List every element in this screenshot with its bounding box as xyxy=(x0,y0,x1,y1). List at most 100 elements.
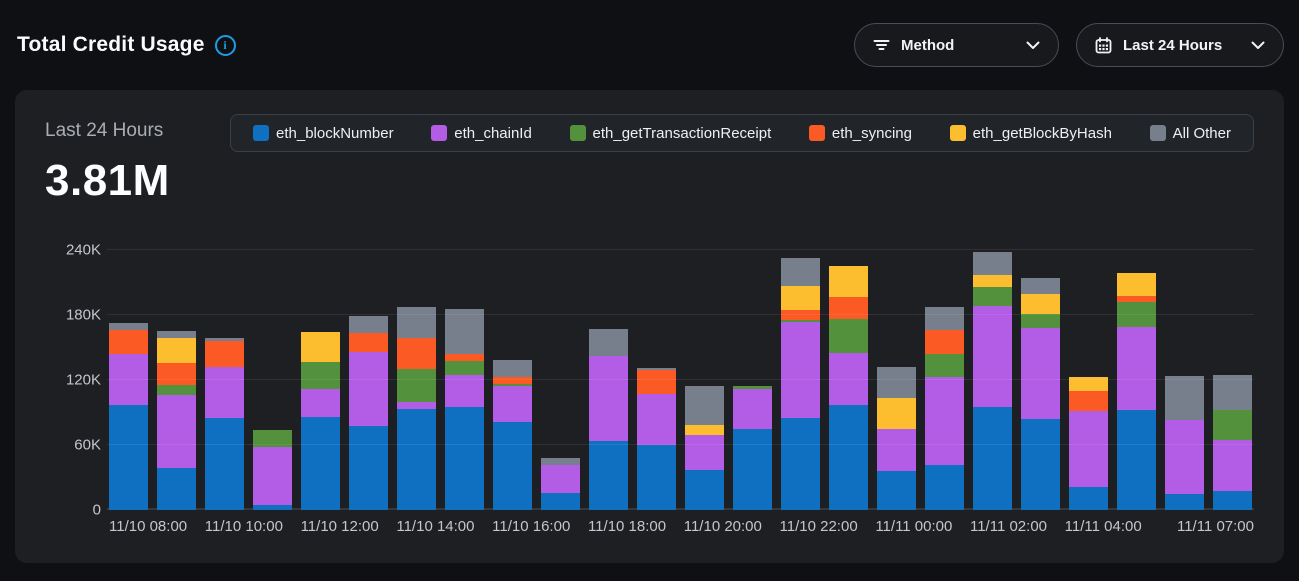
bar-segment-eth_getTransactionReceipt[interactable] xyxy=(301,361,340,389)
bar-segment-eth_syncing[interactable] xyxy=(397,337,436,370)
bar-segment-All Other[interactable] xyxy=(205,337,244,342)
bar-segment-eth_blockNumber[interactable] xyxy=(397,409,436,510)
bar-segment-eth_blockNumber[interactable] xyxy=(973,407,1012,510)
bar-column-11/10 11:00[interactable] xyxy=(253,429,292,510)
bar-segment-eth_getTransactionReceipt[interactable] xyxy=(157,385,196,396)
bar-segment-eth_chainId[interactable] xyxy=(109,354,148,405)
info-icon[interactable]: i xyxy=(214,34,236,56)
bar-segment-All Other[interactable] xyxy=(1021,278,1060,295)
bar-column-11/11 02:00[interactable] xyxy=(973,252,1012,510)
bar-segment-All Other[interactable] xyxy=(541,458,580,465)
bar-segment-eth_blockNumber[interactable] xyxy=(1165,493,1204,510)
bar-segment-eth_blockNumber[interactable] xyxy=(1117,410,1156,510)
bar-segment-eth_blockNumber[interactable] xyxy=(349,425,388,510)
bar-segment-eth_syncing[interactable] xyxy=(1117,295,1156,303)
bar-segment-eth_syncing[interactable] xyxy=(1069,390,1108,412)
bar-segment-All Other[interactable] xyxy=(589,329,628,357)
bar-segment-eth_blockNumber[interactable] xyxy=(205,417,244,510)
bar-segment-eth_chainId[interactable] xyxy=(973,306,1012,408)
bar-segment-eth_blockNumber[interactable] xyxy=(253,504,292,510)
bar-segment-eth_chainId[interactable] xyxy=(1213,439,1252,491)
bar-segment-eth_blockNumber[interactable] xyxy=(829,404,868,510)
bar-segment-eth_blockNumber[interactable] xyxy=(685,469,724,510)
bar-column-11/11 03:00[interactable] xyxy=(1021,278,1060,510)
bar-segment-eth_chainId[interactable] xyxy=(301,388,340,417)
bar-column-11/10 13:00[interactable] xyxy=(349,316,388,510)
bar-segment-eth_blockNumber[interactable] xyxy=(877,471,916,510)
bar-segment-eth_getBlockByHash[interactable] xyxy=(685,425,724,436)
bar-column-11/11 01:00[interactable] xyxy=(925,307,964,510)
bar-segment-eth_getTransactionReceipt[interactable] xyxy=(1117,302,1156,327)
bar-segment-eth_getTransactionReceipt[interactable] xyxy=(829,319,868,353)
bar-segment-All Other[interactable] xyxy=(1165,375,1204,421)
bar-column-11/10 10:00[interactable] xyxy=(205,337,244,510)
bar-segment-eth_blockNumber[interactable] xyxy=(637,445,676,510)
bar-segment-eth_syncing[interactable] xyxy=(637,370,676,395)
bar-segment-eth_blockNumber[interactable] xyxy=(493,422,532,510)
bar-segment-eth_syncing[interactable] xyxy=(109,330,148,355)
bar-column-11/10 23:00[interactable] xyxy=(829,266,868,510)
bar-segment-eth_getTransactionReceipt[interactable] xyxy=(253,429,292,448)
bar-segment-eth_getBlockByHash[interactable] xyxy=(973,274,1012,287)
bar-segment-eth_chainId[interactable] xyxy=(253,447,292,505)
bar-column-11/10 18:00[interactable] xyxy=(589,329,628,510)
bar-segment-eth_chainId[interactable] xyxy=(445,374,484,408)
bar-column-11/10 20:00[interactable] xyxy=(685,386,724,510)
method-dropdown[interactable]: Method xyxy=(854,23,1059,67)
bar-column-11/11 06:00[interactable] xyxy=(1165,375,1204,510)
bar-segment-eth_chainId[interactable] xyxy=(349,351,388,426)
bar-segment-All Other[interactable] xyxy=(877,367,916,399)
bar-segment-eth_syncing[interactable] xyxy=(349,333,388,352)
bar-segment-eth_getTransactionReceipt[interactable] xyxy=(733,386,772,389)
bar-segment-eth_getTransactionReceipt[interactable] xyxy=(1213,410,1252,440)
bar-segment-eth_syncing[interactable] xyxy=(205,341,244,368)
bar-column-11/10 15:00[interactable] xyxy=(445,308,484,510)
bar-segment-eth_chainId[interactable] xyxy=(493,386,532,423)
bar-segment-eth_blockNumber[interactable] xyxy=(1213,490,1252,510)
bar-column-11/11 04:00[interactable] xyxy=(1069,376,1108,510)
bar-segment-eth_chainId[interactable] xyxy=(205,367,244,418)
bar-segment-All Other[interactable] xyxy=(157,331,196,338)
bar-segment-eth_chainId[interactable] xyxy=(157,395,196,468)
bar-segment-eth_chainId[interactable] xyxy=(1165,420,1204,494)
bar-segment-All Other[interactable] xyxy=(397,307,436,338)
bar-segment-eth_getBlockByHash[interactable] xyxy=(877,398,916,429)
bar-segment-eth_getBlockByHash[interactable] xyxy=(1069,376,1108,391)
legend-item-All Other[interactable]: All Other xyxy=(1149,125,1231,142)
bar-column-11/10 17:00[interactable] xyxy=(541,458,580,510)
bar-segment-eth_chainId[interactable] xyxy=(781,321,820,418)
legend-item-eth_blockNumber[interactable]: eth_blockNumber xyxy=(253,125,394,142)
bar-segment-All Other[interactable] xyxy=(781,257,820,286)
bar-segment-All Other[interactable] xyxy=(973,252,1012,275)
bar-segment-eth_getTransactionReceipt[interactable] xyxy=(1021,313,1060,328)
legend-item-eth_getTransactionReceipt[interactable]: eth_getTransactionReceipt xyxy=(569,125,771,142)
bar-column-11/11 07:00[interactable] xyxy=(1213,374,1252,510)
bar-column-11/10 09:00[interactable] xyxy=(157,331,196,510)
bar-segment-eth_syncing[interactable] xyxy=(781,309,820,321)
bar-segment-eth_chainId[interactable] xyxy=(877,428,916,471)
bar-segment-eth_getTransactionReceipt[interactable] xyxy=(781,320,820,322)
bar-segment-eth_getBlockByHash[interactable] xyxy=(301,332,340,362)
bar-column-11/10 16:00[interactable] xyxy=(493,360,532,510)
bar-column-11/10 12:00[interactable] xyxy=(301,332,340,510)
bar-column-11/11 05:00[interactable] xyxy=(1117,272,1156,510)
bar-segment-eth_getTransactionReceipt[interactable] xyxy=(925,353,964,377)
bar-segment-eth_blockNumber[interactable] xyxy=(1021,419,1060,510)
bar-segment-eth_blockNumber[interactable] xyxy=(109,404,148,510)
bar-segment-eth_getTransactionReceipt[interactable] xyxy=(973,286,1012,307)
bar-segment-eth_blockNumber[interactable] xyxy=(157,467,196,510)
bar-segment-eth_chainId[interactable] xyxy=(925,376,964,465)
bar-segment-eth_chainId[interactable] xyxy=(589,356,628,441)
bar-segment-eth_blockNumber[interactable] xyxy=(541,492,580,510)
bar-segment-eth_chainId[interactable] xyxy=(397,401,436,410)
bar-segment-eth_chainId[interactable] xyxy=(1117,326,1156,411)
bar-segment-eth_chainId[interactable] xyxy=(685,435,724,470)
bar-segment-eth_syncing[interactable] xyxy=(493,376,532,385)
bar-segment-eth_chainId[interactable] xyxy=(541,464,580,493)
bar-column-11/10 14:00[interactable] xyxy=(397,307,436,510)
bar-segment-eth_getBlockByHash[interactable] xyxy=(829,266,868,297)
bar-segment-eth_chainId[interactable] xyxy=(1069,411,1108,488)
bar-column-11/10 22:00[interactable] xyxy=(781,257,820,510)
bar-segment-eth_getBlockByHash[interactable] xyxy=(781,285,820,310)
bar-segment-All Other[interactable] xyxy=(637,368,676,371)
